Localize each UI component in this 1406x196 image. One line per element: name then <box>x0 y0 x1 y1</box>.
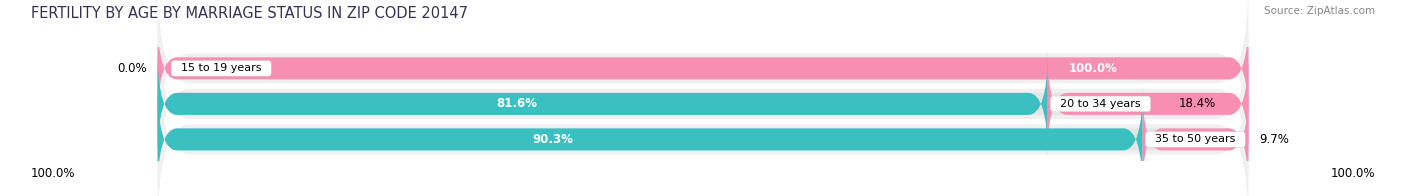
Text: 0.0%: 0.0% <box>117 62 146 75</box>
FancyBboxPatch shape <box>157 15 1249 121</box>
FancyBboxPatch shape <box>1047 51 1249 157</box>
FancyBboxPatch shape <box>157 0 1249 160</box>
Text: 18.4%: 18.4% <box>1178 97 1215 110</box>
FancyBboxPatch shape <box>157 86 1143 192</box>
Text: 100.0%: 100.0% <box>1069 62 1118 75</box>
Text: FERTILITY BY AGE BY MARRIAGE STATUS IN ZIP CODE 20147: FERTILITY BY AGE BY MARRIAGE STATUS IN Z… <box>31 6 468 21</box>
Text: 20 to 34 years: 20 to 34 years <box>1053 99 1147 109</box>
FancyBboxPatch shape <box>157 51 1249 157</box>
Text: 15 to 19 years: 15 to 19 years <box>174 63 269 73</box>
Text: 35 to 50 years: 35 to 50 years <box>1149 134 1243 144</box>
FancyBboxPatch shape <box>1143 86 1249 192</box>
Text: 90.3%: 90.3% <box>531 133 572 146</box>
Text: 100.0%: 100.0% <box>1330 167 1375 180</box>
Text: 100.0%: 100.0% <box>31 167 76 180</box>
FancyBboxPatch shape <box>157 15 1249 121</box>
Text: Source: ZipAtlas.com: Source: ZipAtlas.com <box>1264 6 1375 16</box>
Text: 81.6%: 81.6% <box>496 97 537 110</box>
FancyBboxPatch shape <box>157 86 1249 192</box>
Text: 9.7%: 9.7% <box>1260 133 1289 146</box>
FancyBboxPatch shape <box>157 48 1249 196</box>
FancyBboxPatch shape <box>157 12 1249 195</box>
FancyBboxPatch shape <box>157 51 1047 157</box>
